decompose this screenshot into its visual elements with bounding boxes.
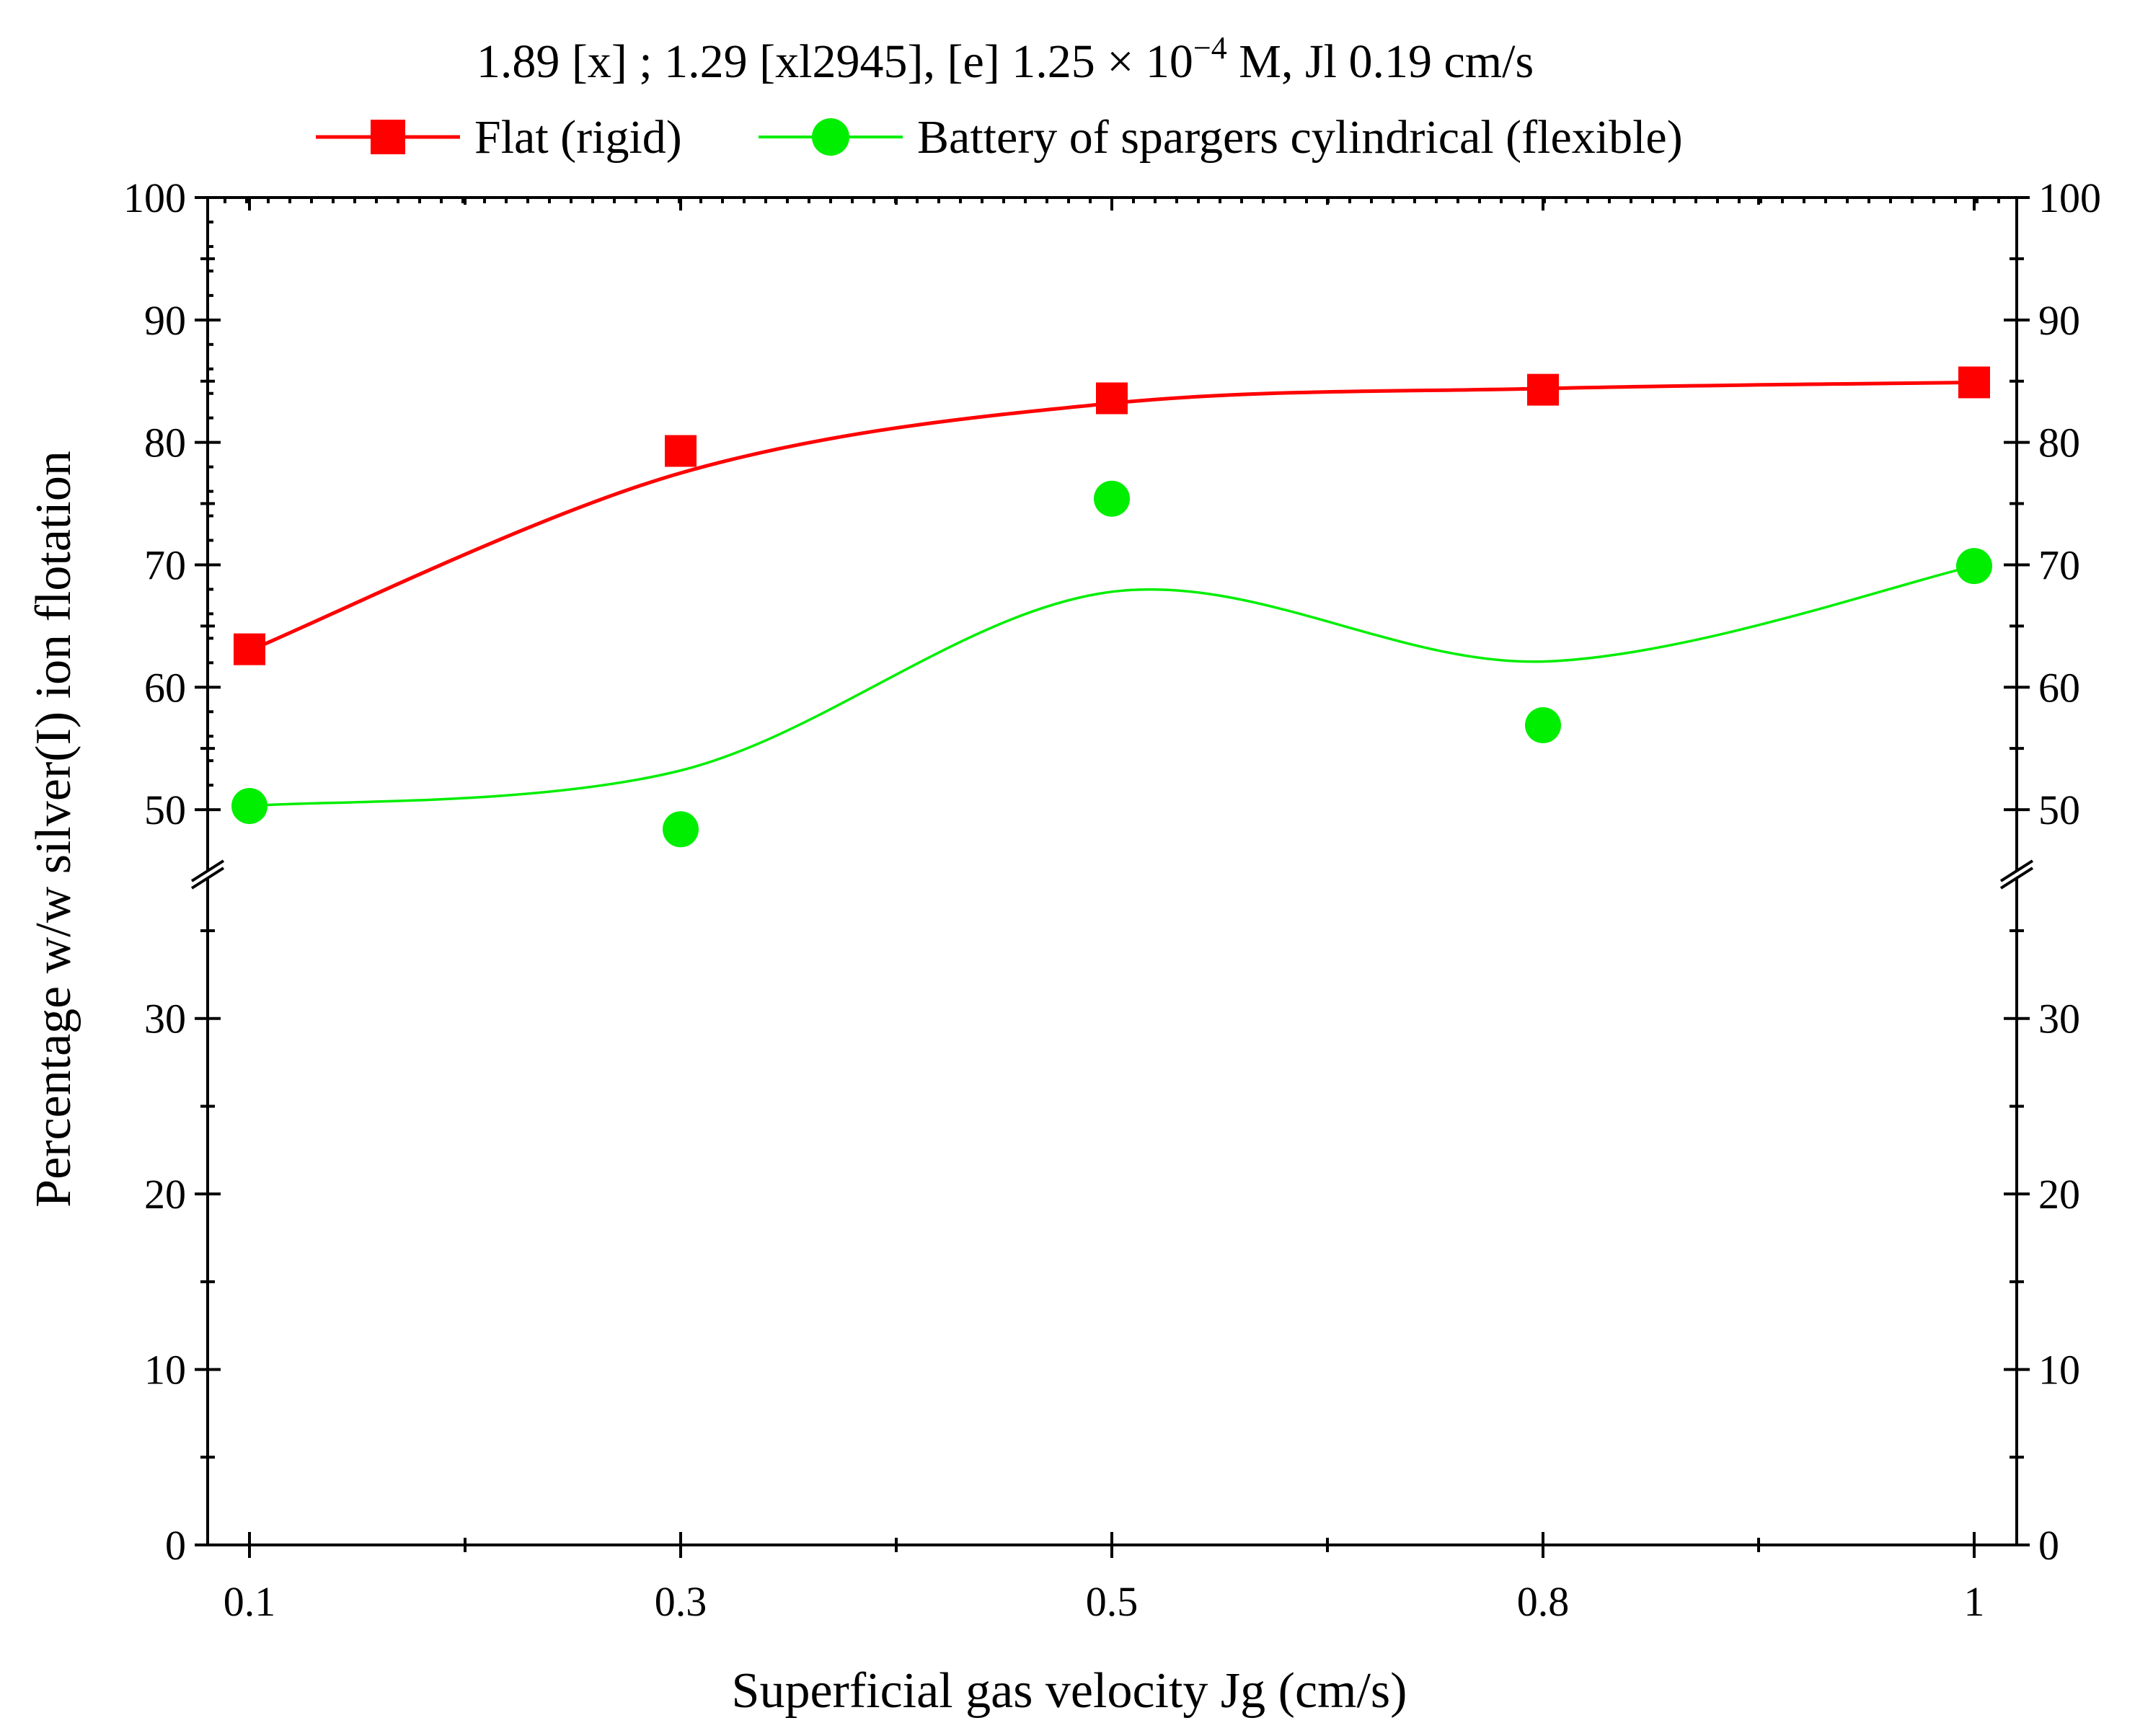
y-axis-label: Percentage w/w silver(I) ion flotation [26, 451, 81, 1208]
right-axis-break-mark [1999, 867, 2034, 890]
data-markers [231, 366, 1992, 848]
marker-battery-flexible [1956, 548, 1992, 585]
y-tick-label-left: 50 [144, 787, 186, 833]
y-tick-label-left: 60 [144, 664, 186, 711]
marker-flat-rigid [665, 435, 697, 467]
y-tick-label-left: 30 [144, 996, 186, 1042]
y-tick-label-right: 0 [2038, 1522, 2059, 1569]
left-axis-break-mark [190, 867, 225, 890]
y-tick-label-left: 10 [144, 1347, 186, 1394]
fit-curves [249, 380, 1975, 807]
plot-axes: 0 0 10 10 20 20 30 30 50 50 60 60 70 70 80 80 90 90 100 100… [123, 174, 2101, 1625]
y-tick-label-right: 60 [2038, 664, 2080, 711]
y-tick-label-left: 90 [144, 297, 186, 344]
left-axis-break-mark [190, 859, 225, 882]
marker-battery-flexible [1525, 707, 1561, 743]
x-tick-label: 0.8 [1517, 1578, 1570, 1625]
y-tick-label-left: 100 [123, 174, 186, 221]
y-tick-label-left: 20 [144, 1171, 186, 1218]
y-tick-label-left: 70 [144, 541, 186, 588]
y-tick-label-left: 80 [144, 420, 186, 466]
legend-marker-battery-flexible [812, 118, 849, 156]
y-tick-label-right: 20 [2038, 1171, 2080, 1218]
chart-title-tail: M, Jl 0.19 cm/s [1227, 35, 1534, 88]
fit-curve-battery-flexible [249, 564, 1975, 807]
x-tick-label: 1 [1964, 1578, 1985, 1625]
y-tick-label-right: 80 [2038, 420, 2080, 466]
legend-marker-flat-rigid [371, 120, 405, 154]
x-tick-label: 0.3 [655, 1578, 707, 1625]
y-tick-label-right: 30 [2038, 996, 2080, 1042]
y-tick-label-right: 90 [2038, 297, 2080, 344]
marker-flat-rigid [234, 633, 265, 665]
y-tick-label-right: 100 [2038, 174, 2101, 221]
x-tick-label: 0.5 [1086, 1578, 1139, 1625]
legend: Flat (rigid) Battery of spargers cylindri… [316, 111, 1683, 164]
chart-title: 1.89 [x] ; 1.29 [xl2945], [e] 1.25 × 10−… [477, 30, 1534, 88]
marker-battery-flexible [1094, 480, 1130, 517]
marker-battery-flexible [663, 811, 699, 848]
x-axis-label: Superficial gas velocity Jg (cm/s) [732, 1663, 1407, 1719]
marker-flat-rigid [1958, 366, 1990, 399]
legend-label-battery-flexible: Battery of spargers cylindrical (flexibl… [917, 111, 1683, 164]
y-tick-label-left: 0 [165, 1522, 186, 1569]
y-tick-label-right: 50 [2038, 787, 2080, 833]
marker-flat-rigid [1527, 373, 1559, 406]
marker-flat-rigid [1096, 382, 1128, 415]
chart-title-superscript: −4 [1193, 30, 1227, 66]
y-tick-label-right: 10 [2038, 1347, 2080, 1394]
y-tick-label-right: 70 [2038, 541, 2080, 588]
legend-label-flat-rigid: Flat (rigid) [474, 111, 682, 164]
x-tick-label: 0.1 [224, 1578, 276, 1625]
marker-battery-flexible [231, 787, 268, 824]
chart-title-main: 1.89 [x] ; 1.29 [xl2945], [e] 1.25 × 10 [477, 35, 1193, 88]
right-axis-break-mark [1999, 859, 2034, 882]
